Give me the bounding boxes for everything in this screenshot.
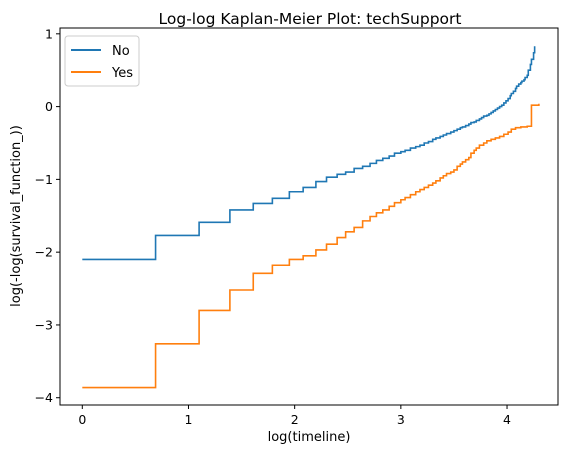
y-axis-label: log(-log(survival_function_)): [9, 125, 24, 307]
ticks: 0 1 2 3 4 −4 −3 −2 −1 0 1: [35, 26, 511, 427]
y-tick-label: −3: [35, 317, 53, 332]
legend-label-yes: Yes: [111, 66, 133, 81]
x-tick-label: 1: [185, 412, 193, 427]
x-axis-label: log(timeline): [268, 430, 351, 445]
series-line-yes: [82, 103, 540, 389]
axes-frame: [59, 27, 559, 406]
y-tick-label: 0: [45, 99, 53, 114]
y-tick-label: −2: [35, 245, 53, 260]
y-tick-label: −4: [35, 390, 53, 405]
x-tick-label: 2: [291, 412, 299, 427]
legend-box: [64, 35, 140, 87]
x-tick-label: 0: [78, 412, 86, 427]
x-tick-label: 3: [397, 412, 405, 427]
chart-title: Log-log Kaplan-Meier Plot: techSupport: [159, 10, 462, 28]
y-tick-label: −1: [35, 172, 53, 187]
plot-area: [82, 46, 540, 389]
series-line-no: [82, 46, 536, 261]
y-tick-label: 1: [45, 26, 53, 41]
legend-label-no: No: [112, 44, 130, 59]
x-tick-label: 4: [503, 412, 511, 427]
legend: No Yes: [64, 35, 140, 87]
